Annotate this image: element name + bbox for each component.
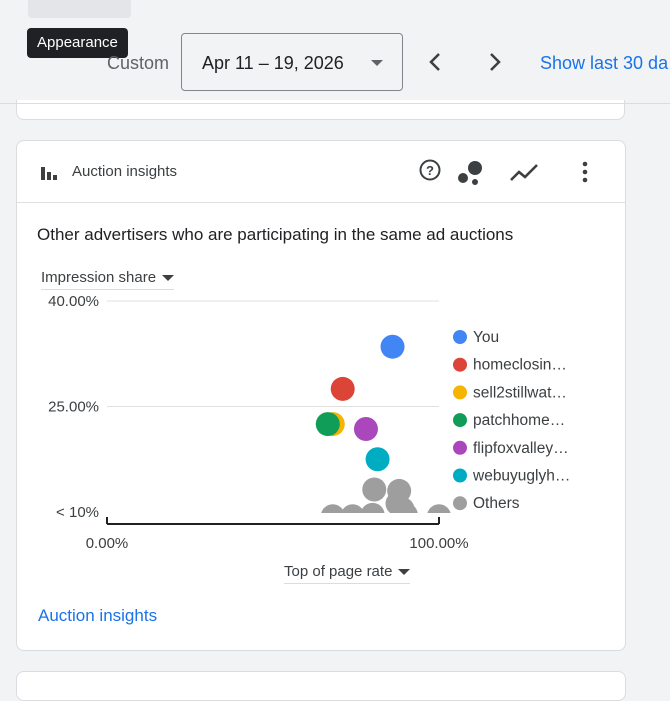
data-point	[315, 412, 340, 437]
legend-label: You	[473, 329, 499, 346]
y-tick-label: 25.00%	[48, 399, 99, 416]
help-icon[interactable]: ?	[415, 157, 445, 187]
y-metric-label: Impression share	[41, 269, 157, 286]
legend-swatch	[453, 440, 467, 455]
legend-swatch	[453, 496, 467, 511]
chevron-left-icon[interactable]	[420, 47, 450, 77]
chart-subtitle: Other advertisers who are participating …	[37, 225, 514, 244]
legend-label: homeclosin…	[473, 357, 567, 374]
legend-label: flipfoxvalley…	[473, 440, 569, 457]
legend-swatch	[453, 385, 467, 400]
chevron-right-icon[interactable]	[480, 47, 510, 77]
auction-insights-card: Auction insights ? Other advertisers who…	[16, 140, 626, 651]
legend-swatch	[453, 357, 467, 372]
show-last-30-days-link[interactable]: Show last 30 da	[540, 53, 669, 73]
appearance-button[interactable]	[28, 0, 131, 18]
bar-chart-icon	[41, 167, 57, 180]
auction-insights-link[interactable]: Auction insights	[38, 606, 158, 625]
data-point	[380, 334, 405, 359]
more-vert-icon[interactable]	[570, 157, 600, 187]
data-point	[365, 447, 390, 472]
toolbar-divider	[0, 103, 670, 104]
legend-swatch	[453, 468, 467, 483]
x-metric-select[interactable]: Top of page rate	[284, 563, 411, 584]
data-point	[330, 376, 355, 401]
previous-card	[16, 100, 625, 120]
dropdown-arrow-icon	[371, 60, 383, 66]
x-tick-label: 100.00%	[409, 535, 468, 552]
data-point	[393, 502, 418, 513]
data-point	[353, 417, 378, 442]
y-tick-label: < 10%	[56, 504, 99, 521]
x-tick-label: 0.00%	[86, 535, 129, 552]
data-point	[427, 504, 451, 513]
bubble-chart-icon[interactable]	[455, 157, 485, 187]
y-metric-select[interactable]: Impression share	[41, 269, 175, 290]
legend-swatch	[453, 413, 467, 428]
data-point	[321, 504, 345, 513]
legend-label: sell2stillwat…	[473, 384, 567, 401]
date-range-value: Apr 11 – 19, 2026	[202, 53, 344, 73]
dropdown-arrow-icon	[162, 275, 175, 282]
card-title: Auction insights	[72, 163, 178, 180]
svg-text:?: ?	[426, 163, 434, 178]
legend-label: patchhome…	[473, 412, 565, 429]
data-point	[341, 504, 365, 513]
data-point	[360, 502, 385, 513]
legend-swatch	[453, 330, 467, 344]
line-chart-icon[interactable]	[509, 157, 539, 187]
data-point	[362, 477, 387, 502]
date-range-select[interactable]: Apr 11 – 19, 2026	[181, 33, 403, 91]
scatter-chart: 40.00% 25.00% < 10% 0.00% 100.00% You homeclos…	[48, 293, 570, 552]
date-range-type-label: Custom	[107, 53, 170, 73]
card-header: Auction insights ?	[17, 141, 625, 203]
y-tick-label: 40.00%	[48, 293, 99, 310]
appearance-tooltip: Appearance	[27, 28, 128, 58]
legend-label: Others	[473, 495, 520, 512]
legend-label: webuyuglyh…	[472, 468, 570, 485]
next-card	[16, 671, 626, 701]
x-metric-label: Top of page rate	[284, 563, 393, 580]
dropdown-arrow-icon	[398, 569, 411, 576]
